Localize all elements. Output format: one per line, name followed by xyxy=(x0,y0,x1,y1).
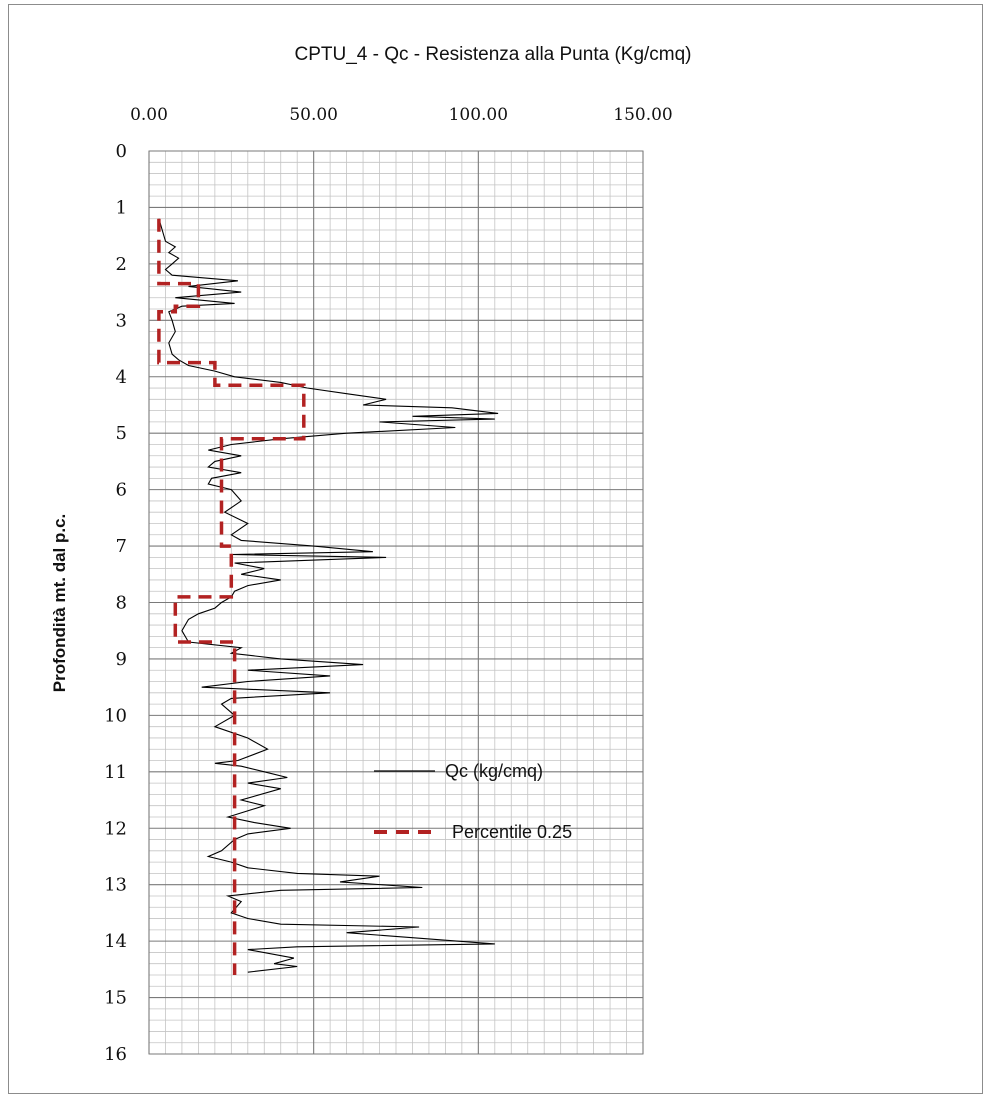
chart-frame: CPTU_4 - Qc - Resistenza alla Punta (Kg/… xyxy=(8,4,983,1094)
chart-title: CPTU_4 - Qc - Resistenza alla Punta (Kg/… xyxy=(294,44,691,65)
y-tick-label: 16 xyxy=(104,1044,127,1065)
y-tick-label: 8 xyxy=(116,593,127,614)
plot-area xyxy=(148,150,644,1055)
y-tick-label: 5 xyxy=(116,423,127,444)
major-grid xyxy=(148,150,644,1055)
y-tick-label: 2 xyxy=(116,254,127,275)
y-tick-label: 1 xyxy=(116,197,127,218)
series-layer xyxy=(157,218,499,975)
y-tick-label: 14 xyxy=(104,931,127,952)
y-tick-label: 12 xyxy=(104,818,127,839)
x-tick-label: 0.00 xyxy=(130,105,168,125)
y-tick-label: 10 xyxy=(104,705,127,726)
y-axis-label: Profondità mt. dal p.c. xyxy=(50,514,69,693)
y-tick-label: 11 xyxy=(104,762,127,783)
legend: Qc (kg/cmq) Percentile 0.25 xyxy=(374,761,572,842)
y-tick-label: 0 xyxy=(116,141,127,162)
y-tick-label: 7 xyxy=(116,536,127,557)
y-tick-label: 15 xyxy=(104,988,127,1009)
y-tick-label: 4 xyxy=(116,367,127,388)
y-tick-label: 3 xyxy=(116,310,127,331)
chart-svg: CPTU_4 - Qc - Resistenza alla Punta (Kg/… xyxy=(50,44,692,1065)
x-tick-label: 50.00 xyxy=(289,105,338,125)
legend-label-qc: Qc (kg/cmq) xyxy=(445,761,543,781)
y-tick-label: 6 xyxy=(116,480,127,501)
x-tick-label: 100.00 xyxy=(449,105,508,125)
series-line-percentile xyxy=(157,218,306,975)
legend-label-percentile: Percentile 0.25 xyxy=(452,822,572,842)
x-tick-label: 150.00 xyxy=(613,105,672,125)
y-tick-label: 13 xyxy=(104,875,127,896)
x-tick-labels: 0.00 50.00 100.00 150.00 xyxy=(130,105,673,125)
y-tick-label: 9 xyxy=(116,649,127,670)
